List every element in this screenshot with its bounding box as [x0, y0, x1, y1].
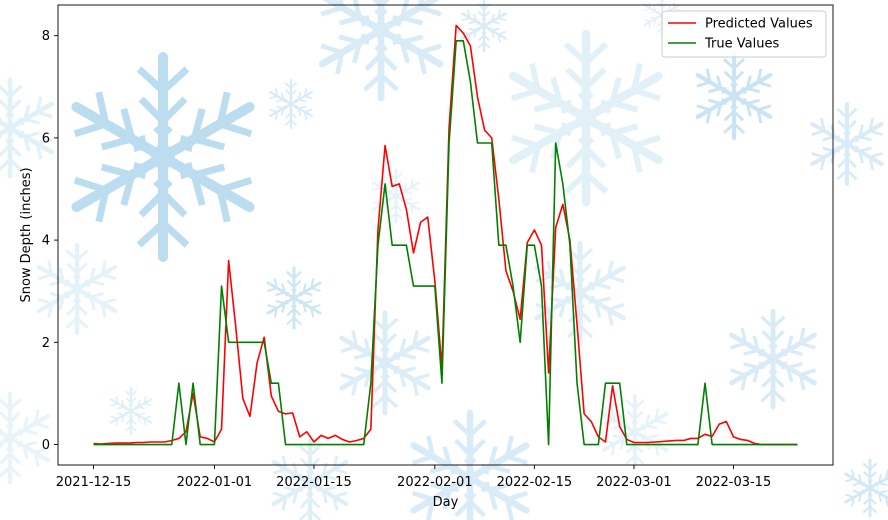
- snowflake-icon: [269, 78, 313, 130]
- snowflake-icon: [372, 168, 420, 224]
- snowflake-icon: [810, 101, 884, 187]
- snowflake-icon: [71, 52, 255, 262]
- x-tick-label: 2021-12-15: [56, 475, 132, 490]
- y-tick-label: 4: [42, 234, 50, 249]
- snowflake-icon: [318, 0, 444, 102]
- legend-label: Predicted Values: [705, 17, 813, 32]
- snowflake-icon: [461, 0, 507, 53]
- snowflake-icon: [271, 438, 349, 520]
- series-line-true-values: [93, 39, 798, 446]
- y-tick-label: 8: [42, 29, 50, 44]
- snowflake-icon: [339, 310, 431, 416]
- plot-area: 2021-12-15 2022-01-01 2022-01-15 2022-02-01…: [19, 4, 834, 510]
- x-axis-title: Day: [433, 495, 459, 510]
- snowflake-icon: [0, 77, 54, 179]
- snowflake-icon: [410, 409, 530, 520]
- snowflake-icon: [695, 51, 773, 141]
- y-tick-label: 2: [42, 336, 50, 351]
- x-tick-label: 2022-01-01: [177, 475, 253, 490]
- x-tick-label: 2022-03-01: [596, 475, 672, 490]
- legend-box: [661, 10, 827, 58]
- plot-frame: [57, 4, 834, 466]
- y-tick-label: 6: [42, 131, 50, 146]
- snowflake-icon: [729, 308, 817, 410]
- snowflake-icon: [534, 240, 626, 346]
- series-line-predicted-values: [93, 24, 798, 446]
- x-tick-label: 2022-03-15: [696, 475, 772, 490]
- snowflake-icon: [0, 391, 51, 485]
- snowflake-icon: [844, 458, 888, 518]
- snowflake-icon: [109, 386, 153, 436]
- snowflake-icon: [509, 29, 663, 207]
- y-axis-title: Snow Depth (inches): [19, 167, 34, 302]
- x-tick-label: 2022-02-01: [397, 475, 473, 490]
- legend: Predicted Values True Values: [661, 10, 827, 58]
- x-tick-label: 2022-01-15: [276, 475, 352, 490]
- legend-label: True Values: [704, 37, 779, 52]
- snowflake-icon: [266, 266, 322, 330]
- x-tick-label: 2022-02-15: [497, 475, 573, 490]
- y-tick-label: 0: [42, 438, 50, 453]
- snowflake-icon: [36, 242, 118, 336]
